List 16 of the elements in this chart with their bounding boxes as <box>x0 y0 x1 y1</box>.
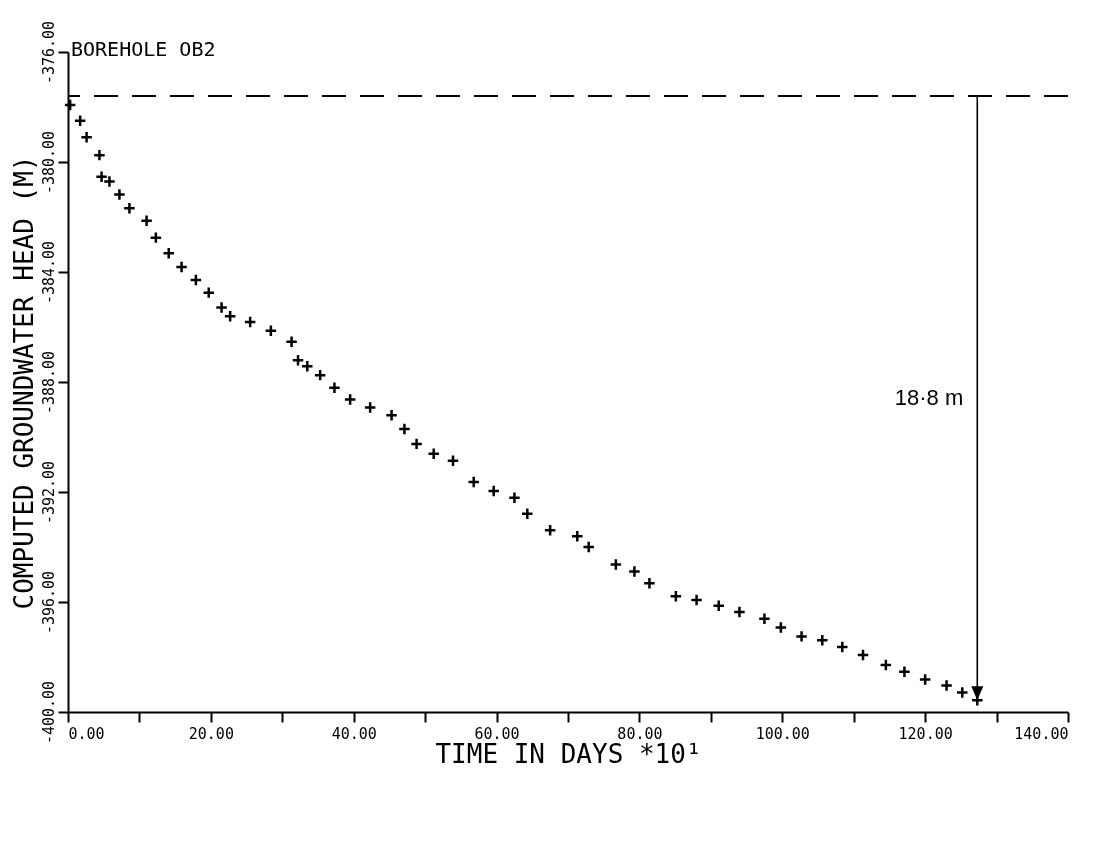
y-tick-label: -388.00 <box>39 350 58 415</box>
x-tick-label: 40.00 <box>331 724 377 743</box>
chart-title: BOREHOLE OB2 <box>71 37 216 62</box>
y-tick-label: -384.00 <box>39 240 58 305</box>
y-tick-label: -376.00 <box>39 20 58 85</box>
x-tick-label: 140.00 <box>1014 724 1069 743</box>
x-tick-label: 20.00 <box>188 724 234 743</box>
x-tick-label: 0.00 <box>68 724 105 743</box>
y-axis-title: COMPUTED GROUNDWATER HEAD (M) <box>8 155 39 610</box>
y-tick-label: -400.00 <box>39 680 58 745</box>
y-tick-label: -380.00 <box>39 130 58 195</box>
y-tick-label: -392.00 <box>39 460 58 525</box>
annotation: 18·8 m <box>894 385 964 411</box>
x-tick-label: 120.00 <box>898 724 953 743</box>
y-tick-label: -396.00 <box>39 570 58 635</box>
x-tick-label: 100.00 <box>755 724 810 743</box>
